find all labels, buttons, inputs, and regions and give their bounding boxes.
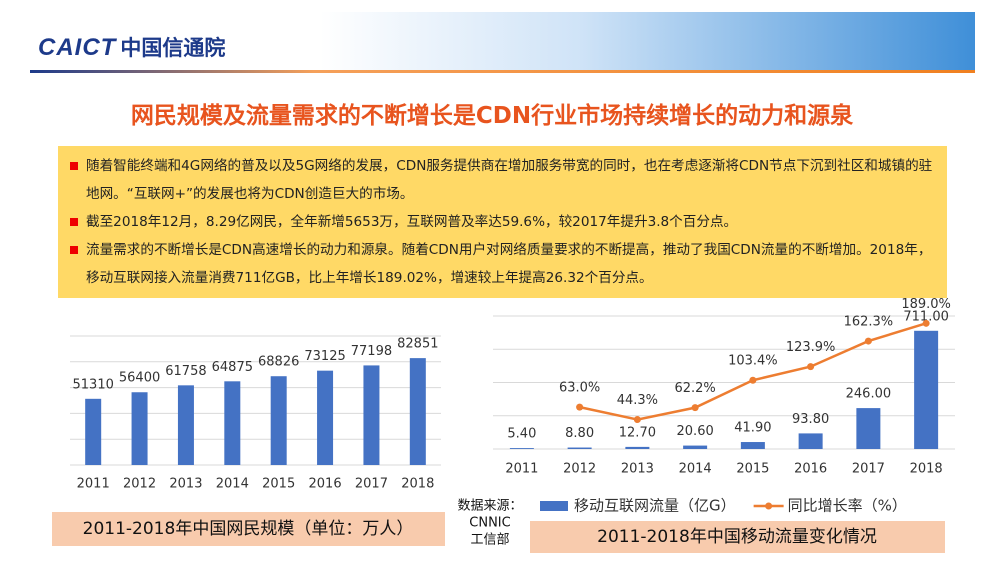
value-label: 73125 xyxy=(304,349,345,364)
logo: CAICT 中国信通院 xyxy=(38,32,225,62)
value-label: 123.9% xyxy=(786,340,836,355)
bar xyxy=(317,370,334,465)
legend-label: 移动互联网流量（亿G） xyxy=(574,497,736,515)
value-label: 82851 xyxy=(397,337,438,352)
bullet: 随着智能终端和4G网络的普及以及5G网络的发展，CDN服务提供商在增加服务带宽的… xyxy=(70,152,937,208)
value-label: 63.0% xyxy=(559,381,600,396)
value-label: 56400 xyxy=(119,371,160,386)
value-label: 20.60 xyxy=(677,424,714,439)
value-label: 93.80 xyxy=(792,412,829,427)
line-point xyxy=(864,337,872,345)
bullet: 流量需求的不断增长是CDN高速增长的动力和源泉。随着CDN用户对网络质量要求的不… xyxy=(70,236,937,292)
x-tick-label: 2018 xyxy=(401,477,434,492)
caption-box xyxy=(530,521,945,553)
bar xyxy=(625,446,650,449)
x-tick-label: 2018 xyxy=(910,462,943,477)
bar xyxy=(567,447,592,449)
bar xyxy=(270,376,287,465)
line-point xyxy=(922,319,930,327)
x-tick-label: 2011 xyxy=(505,462,538,477)
value-label: 103.4% xyxy=(728,354,778,369)
line-point xyxy=(749,376,757,384)
x-tick-label: 2017 xyxy=(852,462,885,477)
header-banner xyxy=(320,12,975,70)
source-item: CNNIC xyxy=(469,516,510,531)
bar xyxy=(409,358,426,465)
value-label: 51310 xyxy=(73,377,114,392)
x-tick-label: 2017 xyxy=(355,477,388,492)
bullet-box: 随着智能终端和4G网络的普及以及5G网络的发展，CDN服务提供商在增加服务带宽的… xyxy=(58,146,947,298)
bar xyxy=(177,385,194,465)
bar xyxy=(363,365,380,465)
value-label: 189.0% xyxy=(901,297,951,312)
value-label: 12.70 xyxy=(619,425,656,440)
value-label: 41.90 xyxy=(734,421,771,436)
chart-caption: 2011-2018年中国网民规模（单位：万人） xyxy=(83,519,414,539)
x-tick-label: 2016 xyxy=(309,477,342,492)
x-tick-label: 2014 xyxy=(216,477,249,492)
bar xyxy=(798,433,823,449)
x-tick-label: 2014 xyxy=(679,462,712,477)
value-label: 62.2% xyxy=(674,381,715,396)
value-label: 246.00 xyxy=(846,387,892,402)
value-label: 61758 xyxy=(165,364,206,379)
bar xyxy=(509,448,534,449)
bar xyxy=(856,408,881,449)
header-rule xyxy=(30,70,975,73)
legend-swatch xyxy=(540,501,568,511)
bar xyxy=(914,330,939,449)
value-label: 8.80 xyxy=(565,426,594,441)
value-label: 44.3% xyxy=(617,393,658,408)
x-tick-label: 2013 xyxy=(621,462,654,477)
x-tick-label: 2015 xyxy=(262,477,295,492)
chart-caption: 2011-2018年中国移动流量变化情况 xyxy=(597,527,877,547)
source-item: 工信部 xyxy=(470,533,509,548)
value-label: 68826 xyxy=(258,355,299,370)
x-tick-label: 2015 xyxy=(736,462,769,477)
source-label: 数据来源： xyxy=(457,499,522,514)
caption-box xyxy=(52,512,445,546)
bar xyxy=(740,442,765,449)
value-label: 5.40 xyxy=(507,427,536,442)
bar xyxy=(85,398,102,465)
x-tick-label: 2012 xyxy=(563,462,596,477)
bar xyxy=(131,392,148,465)
line-point xyxy=(807,363,815,371)
x-tick-label: 2013 xyxy=(169,477,202,492)
legend-label: 同比增长率（%） xyxy=(788,497,907,515)
logo-cn: 中国信通院 xyxy=(120,36,226,60)
x-tick-label: 2011 xyxy=(77,477,110,492)
bar xyxy=(224,381,241,465)
line-point xyxy=(576,403,584,411)
bullet: 截至2018年12月，8.29亿网民，全年新增5653万，互联网普及率达59.6… xyxy=(70,208,937,236)
value-label: 64875 xyxy=(212,360,253,375)
logo-en: CAICT xyxy=(38,34,117,61)
slide-title: 网民规模及流量需求的不断增长是CDN行业市场持续增长的动力和源泉 xyxy=(130,103,854,129)
bar xyxy=(683,445,708,449)
x-tick-label: 2012 xyxy=(123,477,156,492)
line-point xyxy=(633,416,641,424)
legend-swatch xyxy=(765,502,773,510)
value-label: 162.3% xyxy=(844,315,894,330)
value-label: 711.00 xyxy=(903,309,949,324)
value-label: 77198 xyxy=(351,344,392,359)
line-point xyxy=(691,404,699,412)
x-tick-label: 2016 xyxy=(794,462,827,477)
